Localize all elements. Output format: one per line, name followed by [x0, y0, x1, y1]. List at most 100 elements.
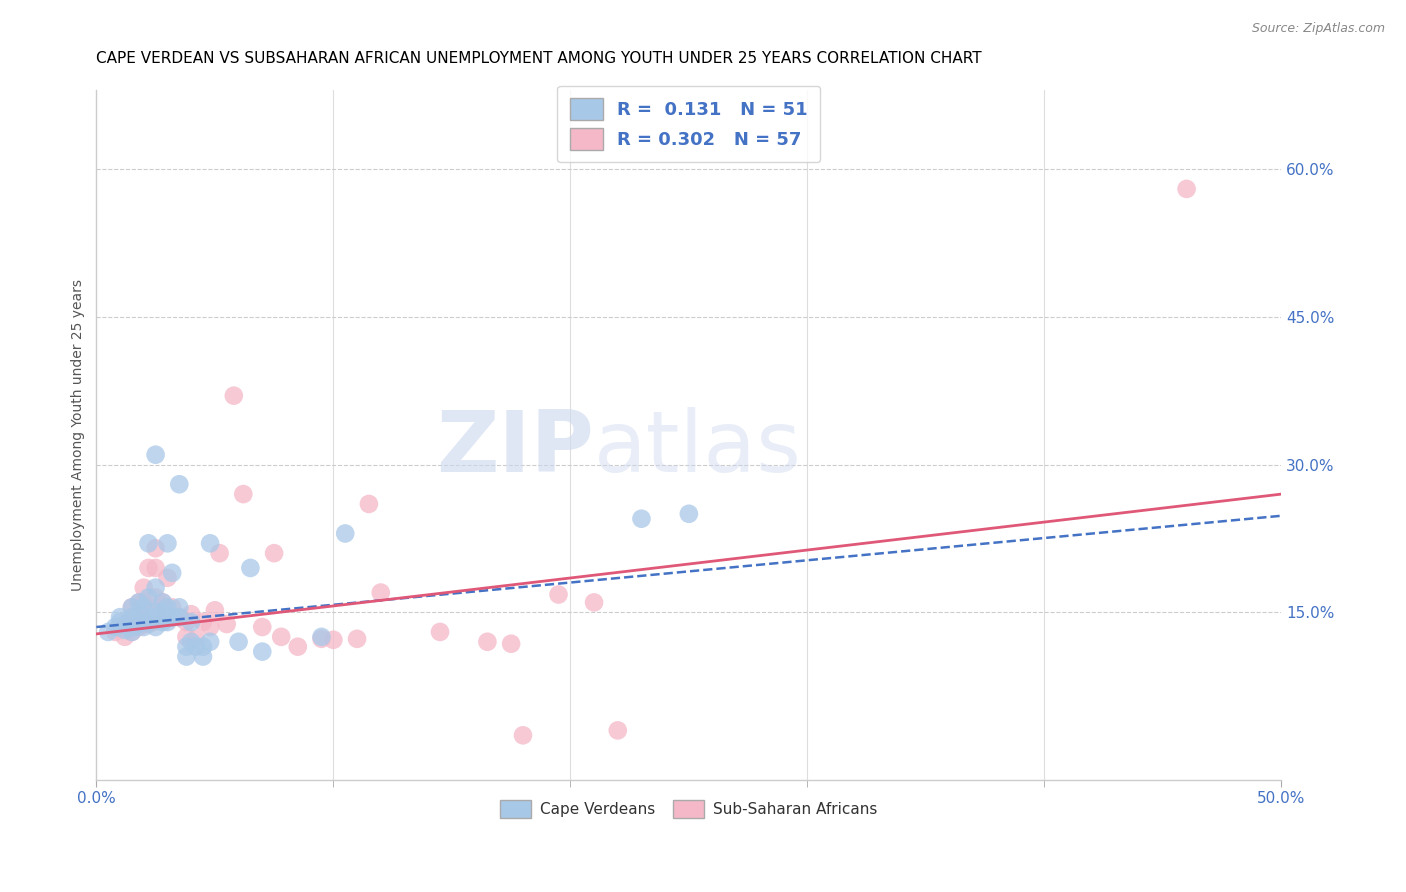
Point [477, 634, 499, 648]
Point [156, 600, 179, 615]
Point [128, 617, 150, 632]
Point [252, 645, 274, 659]
Point [121, 624, 143, 639]
Point [121, 624, 143, 639]
Point [145, 541, 167, 556]
Point [252, 620, 274, 634]
Point [128, 595, 150, 609]
Point [176, 640, 198, 654]
Point [128, 595, 150, 609]
Point [346, 632, 368, 646]
Point [132, 600, 155, 615]
Point [132, 595, 155, 609]
Point [128, 620, 150, 634]
Point [169, 610, 191, 624]
Point [114, 630, 136, 644]
Point [184, 640, 207, 654]
Point [215, 617, 238, 632]
Point [263, 546, 285, 560]
Point [176, 630, 198, 644]
Point [138, 591, 160, 605]
Point [128, 605, 150, 619]
Point [198, 536, 221, 550]
Point [138, 607, 160, 622]
Point [204, 603, 226, 617]
Point [145, 581, 167, 595]
Point [145, 605, 167, 619]
Point [169, 477, 191, 491]
Point [138, 617, 160, 632]
Point [104, 624, 127, 639]
Point [160, 566, 183, 580]
Point [198, 634, 221, 648]
Point [191, 649, 214, 664]
Point [152, 605, 174, 619]
Point [1175, 182, 1198, 196]
Legend: Cape Verdeans, Sub-Saharan Africans: Cape Verdeans, Sub-Saharan Africans [494, 794, 884, 823]
Point [160, 610, 183, 624]
Point [156, 536, 179, 550]
Point [108, 620, 131, 634]
Point [176, 615, 198, 629]
Point [156, 615, 179, 629]
Point [156, 571, 179, 585]
Point [132, 617, 155, 632]
Point [180, 634, 202, 648]
Point [357, 497, 380, 511]
Point [370, 585, 392, 599]
Point [138, 615, 160, 629]
Point [122, 620, 145, 634]
Point [191, 640, 214, 654]
Point [228, 634, 250, 648]
Point [160, 600, 183, 615]
Point [122, 617, 145, 632]
Point [132, 607, 155, 622]
Point [630, 512, 652, 526]
Point [152, 615, 174, 629]
Point [239, 561, 262, 575]
Point [121, 610, 143, 624]
Point [678, 507, 700, 521]
Point [311, 630, 333, 644]
Point [115, 615, 138, 629]
Point [104, 620, 127, 634]
Point [287, 640, 309, 654]
Text: Source: ZipAtlas.com: Source: ZipAtlas.com [1251, 22, 1385, 36]
Point [176, 649, 198, 664]
Point [142, 610, 165, 624]
Point [311, 632, 333, 646]
Point [115, 617, 138, 632]
Point [606, 723, 628, 738]
Point [114, 623, 136, 637]
Point [232, 487, 254, 501]
Point [138, 536, 160, 550]
Point [160, 610, 183, 624]
Point [429, 624, 451, 639]
Text: ZIP: ZIP [436, 408, 595, 491]
Point [208, 546, 231, 560]
Point [128, 607, 150, 622]
Point [184, 632, 207, 646]
Point [97, 624, 120, 639]
Point [138, 561, 160, 575]
Point [180, 607, 202, 622]
Point [322, 632, 344, 647]
Point [108, 615, 131, 629]
Point [222, 389, 245, 403]
Point [335, 526, 357, 541]
Point [156, 607, 179, 622]
Point [132, 581, 155, 595]
Point [152, 595, 174, 609]
Point [142, 615, 165, 629]
Point [152, 610, 174, 624]
Point [121, 600, 143, 615]
Text: CAPE VERDEAN VS SUBSAHARAN AFRICAN UNEMPLOYMENT AMONG YOUTH UNDER 25 YEARS CORRE: CAPE VERDEAN VS SUBSAHARAN AFRICAN UNEMP… [97, 51, 981, 66]
Point [132, 615, 155, 629]
Point [169, 610, 191, 624]
Point [180, 615, 202, 629]
Point [145, 561, 167, 575]
Point [121, 610, 143, 624]
Point [198, 620, 221, 634]
Point [145, 448, 167, 462]
Y-axis label: Unemployment Among Youth under 25 years: Unemployment Among Youth under 25 years [72, 279, 86, 591]
